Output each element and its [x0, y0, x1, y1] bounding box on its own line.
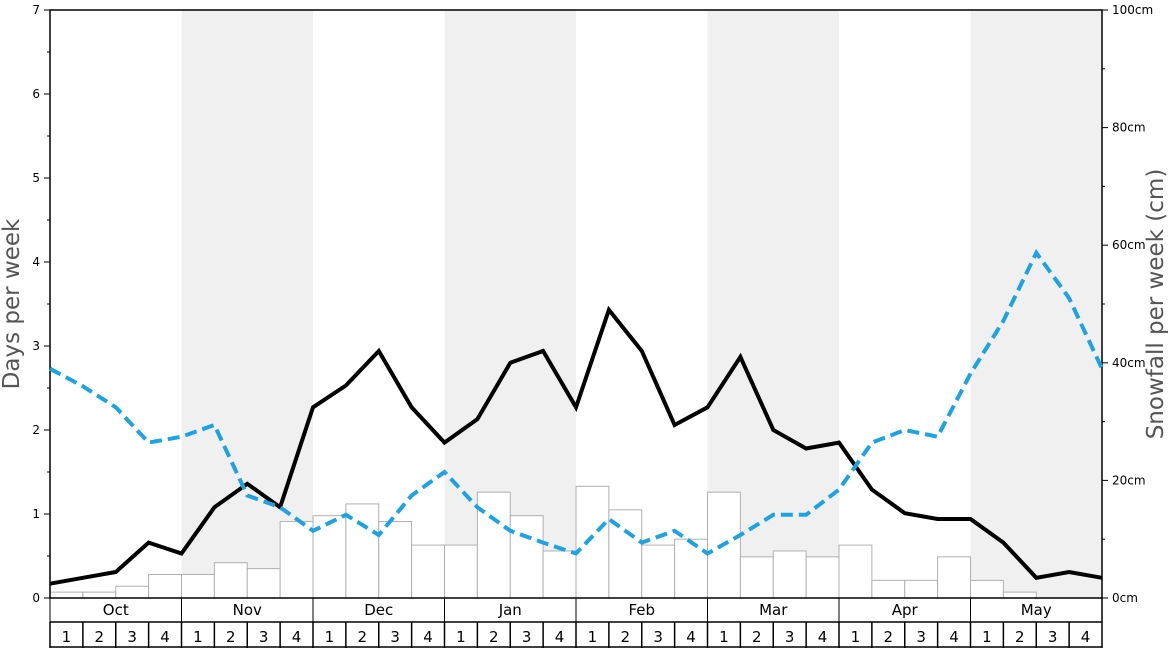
snowfall-bar	[279, 521, 314, 599]
week-label: 1	[325, 628, 335, 646]
right-tick-label: 60cm	[1112, 238, 1146, 252]
solid-line-series	[49, 305, 1103, 586]
month-label-dec: Dec	[364, 601, 393, 619]
snowfall-bar	[805, 556, 840, 599]
snowfall-bar	[641, 544, 676, 599]
left-tick-label: 7	[32, 3, 40, 17]
week-label: 4	[555, 628, 565, 646]
snowfall-bar	[772, 550, 807, 599]
right-tick-label: 80cm	[1112, 121, 1146, 135]
week-label: 3	[1048, 628, 1058, 646]
snowfall-bar	[82, 591, 117, 599]
snowfall-bar	[509, 515, 544, 599]
snowfall-bar	[542, 550, 577, 599]
right-tick-label: 0cm	[1112, 591, 1138, 605]
snowfall-bar	[937, 556, 971, 599]
week-label: 2	[621, 628, 631, 646]
dashed-line-series	[49, 248, 1104, 556]
week-label: 2	[489, 628, 499, 646]
month-label-nov: Nov	[233, 601, 262, 619]
left-tick-label: 0	[32, 591, 40, 605]
snowfall-bar	[674, 538, 708, 599]
left-axis-title: Days per week	[0, 218, 25, 389]
week-label: 1	[456, 628, 466, 646]
month-label-feb: Feb	[628, 601, 655, 619]
week-label: 1	[982, 628, 992, 646]
snowfall-bar	[970, 579, 1004, 599]
week-label: 4	[818, 628, 828, 646]
snowfall-bar	[838, 544, 873, 599]
data-lines	[49, 248, 1104, 586]
snowfall-bar	[904, 579, 939, 599]
left-axis: 0 1 2 3 4 5 6 7	[32, 3, 50, 605]
week-label: 1	[588, 628, 598, 646]
snowfall-bar	[444, 544, 478, 599]
week-label: 2	[95, 628, 105, 646]
week-label: 3	[259, 628, 269, 646]
month-label-apr: Apr	[892, 601, 919, 619]
right-tick-label: 100cm	[1112, 3, 1153, 17]
snowfall-bar	[575, 485, 610, 599]
left-tick-label: 1	[32, 507, 40, 521]
left-tick-label: 3	[32, 339, 40, 353]
month-label-oct: Oct	[103, 601, 129, 619]
week-label: 2	[358, 628, 368, 646]
week-label: 4	[423, 628, 433, 646]
month-label-may: May	[1021, 601, 1052, 619]
week-label: 3	[522, 628, 532, 646]
snowfall-bar	[378, 521, 413, 599]
left-tick-label: 4	[32, 255, 40, 269]
snowfall-bar	[871, 579, 906, 599]
week-label: 4	[292, 628, 302, 646]
snowfall-bar	[411, 544, 445, 599]
left-tick-label: 5	[32, 171, 40, 185]
week-label: 1	[851, 628, 861, 646]
week-label: 3	[916, 628, 926, 646]
snowfall-bar	[476, 491, 511, 599]
week-label: 2	[752, 628, 762, 646]
week-label: 4	[160, 628, 170, 646]
snowfall-bar	[181, 573, 215, 599]
snowfall-bar	[246, 568, 281, 599]
snowfall-bar	[148, 573, 182, 599]
week-label: 4	[1081, 628, 1091, 646]
week-label: 2	[1015, 628, 1025, 646]
week-label: 3	[785, 628, 795, 646]
month-shading	[181, 10, 1102, 598]
snowfall-bar	[49, 591, 84, 599]
week-label: 2	[884, 628, 894, 646]
right-tick-label: 40cm	[1112, 356, 1146, 370]
week-label: 1	[193, 628, 203, 646]
snowfall-bar	[1002, 591, 1037, 599]
right-axis: 0cm 20cm 40cm 60cm 80cm 100cm	[1102, 3, 1153, 605]
week-label: 4	[949, 628, 959, 646]
week-label: 1	[719, 628, 729, 646]
left-tick-label: 6	[32, 87, 40, 101]
month-shade-nov	[181, 10, 313, 598]
x-axis: Oct 1 2 3 4 Nov 1 2 3 4 Dec 1 2 3 4 Jan 1 2 3 4 Feb 1 2 3 4 Mar 1 2…	[49, 598, 1103, 648]
month-shade-may	[970, 10, 1102, 598]
week-label: 3	[127, 628, 137, 646]
snowfall-bar	[739, 556, 774, 599]
week-label: 1	[62, 628, 72, 646]
right-tick-label: 20cm	[1112, 473, 1146, 487]
week-label: 4	[686, 628, 696, 646]
right-axis-title: Snowfall per week (cm)	[1143, 169, 1168, 440]
left-tick-label: 2	[32, 423, 40, 437]
week-label: 3	[653, 628, 663, 646]
week-label: 2	[226, 628, 236, 646]
month-label-jan: Jan	[498, 601, 522, 619]
snowfall-bar	[115, 585, 150, 599]
month-label-mar: Mar	[759, 601, 788, 619]
week-label: 3	[390, 628, 400, 646]
snowfall-bar	[213, 562, 248, 599]
